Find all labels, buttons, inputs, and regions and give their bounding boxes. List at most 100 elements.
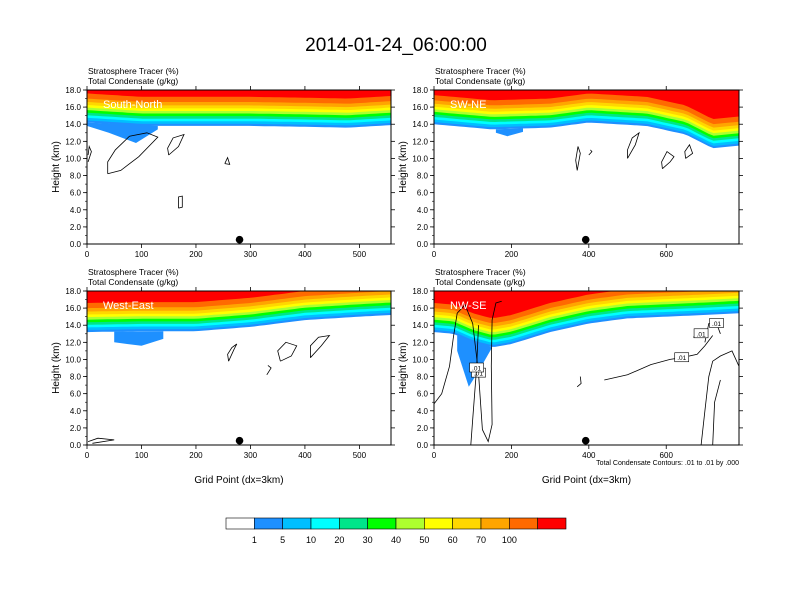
colorbar-level-label: 10 bbox=[306, 535, 316, 545]
condensate-contour bbox=[167, 133, 185, 156]
x-tick-label: 300 bbox=[244, 451, 258, 460]
y-tick-label: 14.0 bbox=[65, 321, 81, 330]
colorbar-swatch bbox=[452, 517, 482, 530]
y-tick-label: 4.0 bbox=[70, 407, 82, 416]
contour-label-box bbox=[693, 328, 709, 339]
x-tick-label: 600 bbox=[660, 451, 674, 460]
x-tick-label: 200 bbox=[189, 250, 203, 259]
condensate-contour bbox=[700, 350, 739, 445]
location-marker bbox=[581, 436, 590, 445]
blue-patch bbox=[87, 122, 158, 143]
location-marker bbox=[235, 235, 244, 244]
y-tick-label: 6.0 bbox=[70, 189, 82, 198]
panel-title-condensate: Total Condensate (g/kg) bbox=[88, 76, 178, 86]
panel-label: NW-SE bbox=[450, 300, 486, 312]
contour-label-box bbox=[674, 352, 690, 363]
panel-title-condensate: Total Condensate (g/kg) bbox=[88, 277, 178, 287]
panel-4: .01.01.01.01.01NW-SE0.02.04.06.08.010.01… bbox=[398, 267, 743, 486]
x-tick-label: 0 bbox=[432, 250, 437, 259]
y-tick-label: 10.0 bbox=[412, 154, 428, 163]
colorbar: 1 5 10 20 30 40 50 60 70 100 bbox=[225, 517, 567, 545]
y-tick-label: 0.0 bbox=[70, 441, 82, 450]
y-axis-label: Height (km) bbox=[51, 141, 62, 193]
colorbar-level-label: 20 bbox=[334, 535, 344, 545]
y-tick-label: 6.0 bbox=[417, 189, 429, 198]
y-tick-label: 0.0 bbox=[417, 240, 429, 249]
panel-title-tracer: Stratosphere Tracer (%) bbox=[88, 66, 179, 76]
panel-title-condensate: Total Condensate (g/kg) bbox=[435, 277, 525, 287]
x-tick-label: 400 bbox=[582, 250, 596, 259]
y-tick-label: 18.0 bbox=[412, 86, 428, 95]
y-tick-label: 0.0 bbox=[70, 240, 82, 249]
y-tick-label: 12.0 bbox=[412, 137, 428, 146]
y-tick-label: 2.0 bbox=[70, 223, 82, 232]
x-tick-label: 100 bbox=[135, 451, 149, 460]
contour-label: .01 bbox=[697, 331, 706, 338]
blue-patch bbox=[114, 331, 164, 346]
condensate-contour bbox=[266, 365, 272, 376]
colorbar-level-label: 1 bbox=[252, 535, 257, 545]
colorbar-level-label: 40 bbox=[391, 535, 401, 545]
tracer-band-11 bbox=[434, 291, 739, 318]
x-tick-label: 500 bbox=[353, 250, 367, 259]
y-tick-label: 14.0 bbox=[412, 120, 428, 129]
colorbar-level-label: 50 bbox=[419, 535, 429, 545]
condensate-contour bbox=[712, 379, 721, 445]
y-tick-label: 14.0 bbox=[65, 120, 81, 129]
tracer-band-11 bbox=[87, 291, 391, 303]
x-tick-label: 200 bbox=[189, 451, 203, 460]
condensate-contour bbox=[310, 334, 331, 358]
y-axis-label: Height (km) bbox=[398, 342, 409, 394]
y-tick-label: 18.0 bbox=[65, 86, 81, 95]
panels-group: South-North 0.0 2.0 4.0 6.0 8.0 10.0 12.0 14.0 16… bbox=[51, 66, 743, 486]
y-tick-label: 16.0 bbox=[412, 103, 428, 112]
panel-3: West-East 0.0 2.0 4.0 6.0 8.0 10.0 12.0 14.0 16.0… bbox=[51, 267, 395, 486]
figure-title: 2014-01-24_06:00:00 bbox=[305, 35, 487, 56]
y-tick-label: 2.0 bbox=[417, 223, 429, 232]
contour-label: .01 bbox=[677, 355, 686, 362]
x-tick-label: 0 bbox=[85, 451, 90, 460]
x-axis-label: Grid Point (dx=3km) bbox=[194, 475, 283, 486]
colorbar-swatch bbox=[480, 517, 510, 530]
y-axis-label: Height (km) bbox=[51, 342, 62, 394]
y-tick-label: 16.0 bbox=[65, 304, 81, 313]
y-tick-label: 12.0 bbox=[65, 137, 81, 146]
colorbar-level-label: 30 bbox=[363, 535, 373, 545]
x-tick-label: 100 bbox=[135, 250, 149, 259]
condensate-contour bbox=[661, 151, 675, 169]
colorbar-swatch bbox=[537, 517, 567, 530]
contour-footnote: Total Condensate Contours: .01 to .01 by… bbox=[596, 460, 739, 467]
condensate-contour bbox=[224, 156, 231, 165]
y-tick-label: 4.0 bbox=[417, 407, 429, 416]
colorbar-swatch bbox=[367, 517, 397, 530]
contour-label: .01 bbox=[474, 371, 483, 378]
condensate-contour bbox=[178, 195, 183, 209]
panel-label: SW-NE bbox=[450, 99, 486, 111]
condensate-contour bbox=[588, 149, 593, 156]
x-tick-label: 300 bbox=[244, 250, 258, 259]
blue-patch bbox=[495, 128, 523, 137]
panel-title-tracer: Stratosphere Tracer (%) bbox=[435, 267, 526, 277]
y-tick-label: 10.0 bbox=[65, 355, 81, 364]
y-axis-label: Height (km) bbox=[398, 141, 409, 193]
condensate-contour bbox=[87, 437, 115, 444]
contour-label-box bbox=[709, 318, 724, 328]
y-tick-label: 10.0 bbox=[412, 355, 428, 364]
y-tick-label: 4.0 bbox=[417, 206, 429, 215]
y-tick-label: 12.0 bbox=[412, 338, 428, 347]
colorbar-swatch bbox=[282, 517, 312, 530]
y-tick-label: 14.0 bbox=[412, 321, 428, 330]
y-tick-label: 12.0 bbox=[65, 338, 81, 347]
y-tick-label: 4.0 bbox=[70, 206, 82, 215]
condensate-contour bbox=[684, 143, 694, 159]
condensate-contour bbox=[576, 376, 582, 388]
y-tick-label: 6.0 bbox=[417, 390, 429, 399]
x-tick-label: 400 bbox=[298, 250, 312, 259]
y-tick-label: 16.0 bbox=[65, 103, 81, 112]
panel-label: South-North bbox=[103, 99, 162, 111]
condensate-contour bbox=[627, 131, 640, 159]
y-tick-label: 2.0 bbox=[70, 424, 82, 433]
condensate-contour bbox=[87, 145, 92, 163]
